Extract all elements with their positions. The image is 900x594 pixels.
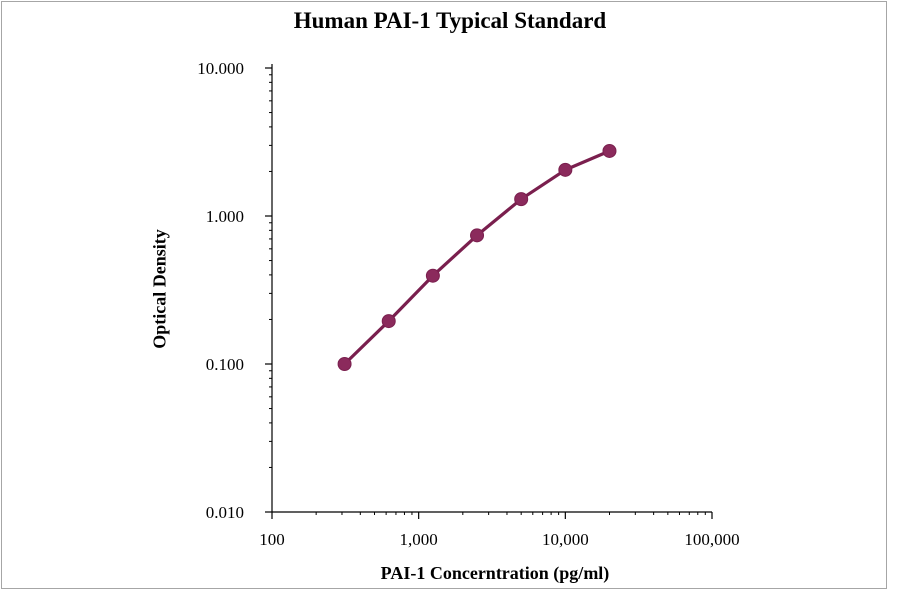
y-tick-label: 0.100	[206, 355, 244, 374]
data-point	[602, 143, 617, 158]
data-point	[514, 192, 529, 207]
data-point	[337, 357, 352, 371]
data-point	[425, 268, 440, 283]
data-point	[470, 228, 485, 243]
data-point	[558, 162, 573, 177]
x-tick-label: 1,000	[400, 530, 438, 549]
x-tick-label: 100,000	[684, 530, 739, 549]
x-tick-label: 10,000	[542, 530, 589, 549]
y-tick-label: 10.000	[197, 59, 244, 78]
data-point	[381, 314, 396, 329]
y-tick-label: 0.010	[206, 503, 244, 522]
x-tick-label: 100	[259, 530, 285, 549]
y-tick-label: 1.000	[206, 207, 244, 226]
x-axis-label: PAI-1 Concerntration (pg/ml)	[380, 563, 610, 583]
chart-frame	[1, 1, 887, 589]
chart-title: Human PAI-1 Typical Standard	[293, 8, 607, 33]
series-line	[343, 149, 611, 366]
